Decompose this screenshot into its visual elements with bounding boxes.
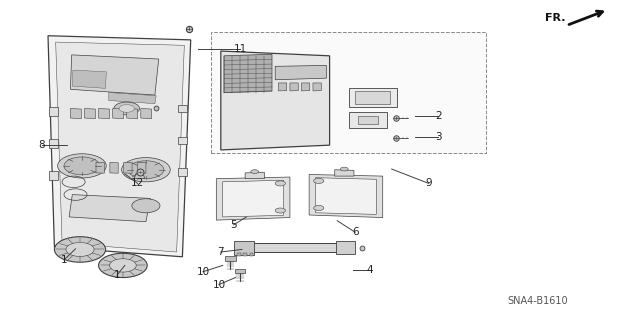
Circle shape [275, 208, 285, 213]
Polygon shape [224, 54, 272, 93]
Bar [234, 241, 254, 255]
Bar [243, 253, 247, 256]
Circle shape [54, 237, 106, 262]
Polygon shape [49, 171, 58, 180]
Polygon shape [275, 65, 326, 80]
Polygon shape [99, 108, 109, 119]
Circle shape [58, 154, 106, 178]
Circle shape [275, 181, 285, 186]
Circle shape [314, 205, 324, 211]
Polygon shape [313, 83, 321, 91]
Polygon shape [316, 178, 376, 214]
Circle shape [114, 102, 140, 115]
Polygon shape [70, 108, 81, 119]
Bar [349, 112, 387, 128]
Circle shape [314, 178, 324, 183]
Polygon shape [216, 177, 290, 220]
Polygon shape [84, 108, 95, 119]
Text: 10: 10 [196, 267, 209, 277]
Polygon shape [124, 162, 132, 173]
Polygon shape [113, 108, 124, 119]
Circle shape [122, 158, 170, 182]
Text: 1: 1 [114, 270, 120, 280]
Circle shape [109, 259, 136, 272]
Circle shape [340, 167, 348, 171]
Polygon shape [245, 172, 264, 179]
Text: 1: 1 [61, 255, 67, 265]
Bar [250, 253, 253, 256]
Circle shape [119, 105, 134, 112]
Polygon shape [178, 168, 187, 176]
Circle shape [66, 242, 94, 256]
Polygon shape [96, 162, 104, 173]
Polygon shape [290, 83, 298, 91]
Polygon shape [48, 36, 191, 257]
Text: FR.: FR. [545, 13, 565, 23]
Polygon shape [56, 42, 184, 252]
Polygon shape [134, 174, 145, 179]
Circle shape [64, 157, 100, 175]
Text: 3: 3 [435, 132, 442, 142]
Polygon shape [221, 51, 330, 150]
Polygon shape [138, 162, 146, 173]
Circle shape [251, 170, 259, 174]
Text: 9: 9 [426, 178, 432, 189]
Bar [355, 91, 390, 104]
Text: 5: 5 [230, 220, 237, 230]
Bar [237, 253, 241, 256]
Text: 6: 6 [352, 227, 358, 237]
Polygon shape [309, 174, 383, 218]
Polygon shape [178, 105, 187, 112]
Polygon shape [178, 137, 187, 144]
Bar [358, 116, 378, 124]
Text: 8: 8 [38, 140, 45, 150]
Polygon shape [141, 108, 152, 119]
Polygon shape [49, 107, 58, 116]
Polygon shape [110, 162, 118, 173]
Polygon shape [70, 55, 159, 95]
Polygon shape [301, 83, 310, 91]
Text: 10: 10 [212, 279, 225, 290]
Polygon shape [127, 108, 138, 119]
Text: 7: 7 [218, 247, 224, 257]
Bar [237, 243, 339, 252]
Circle shape [132, 199, 160, 213]
Polygon shape [235, 269, 245, 273]
Polygon shape [335, 170, 354, 176]
Circle shape [128, 161, 164, 179]
Polygon shape [72, 70, 106, 88]
Polygon shape [109, 93, 156, 104]
Text: SNA4-B1610: SNA4-B1610 [508, 296, 568, 307]
Polygon shape [49, 139, 58, 148]
Bar [349, 88, 397, 107]
Text: 11: 11 [234, 44, 246, 55]
Polygon shape [278, 83, 287, 91]
Text: 4: 4 [367, 265, 373, 275]
Polygon shape [225, 256, 236, 261]
Polygon shape [223, 180, 284, 217]
Bar [211, 32, 486, 153]
Text: 12: 12 [131, 178, 144, 189]
Polygon shape [69, 195, 150, 222]
Circle shape [99, 253, 147, 278]
Text: 2: 2 [435, 111, 442, 122]
Bar [336, 241, 355, 254]
